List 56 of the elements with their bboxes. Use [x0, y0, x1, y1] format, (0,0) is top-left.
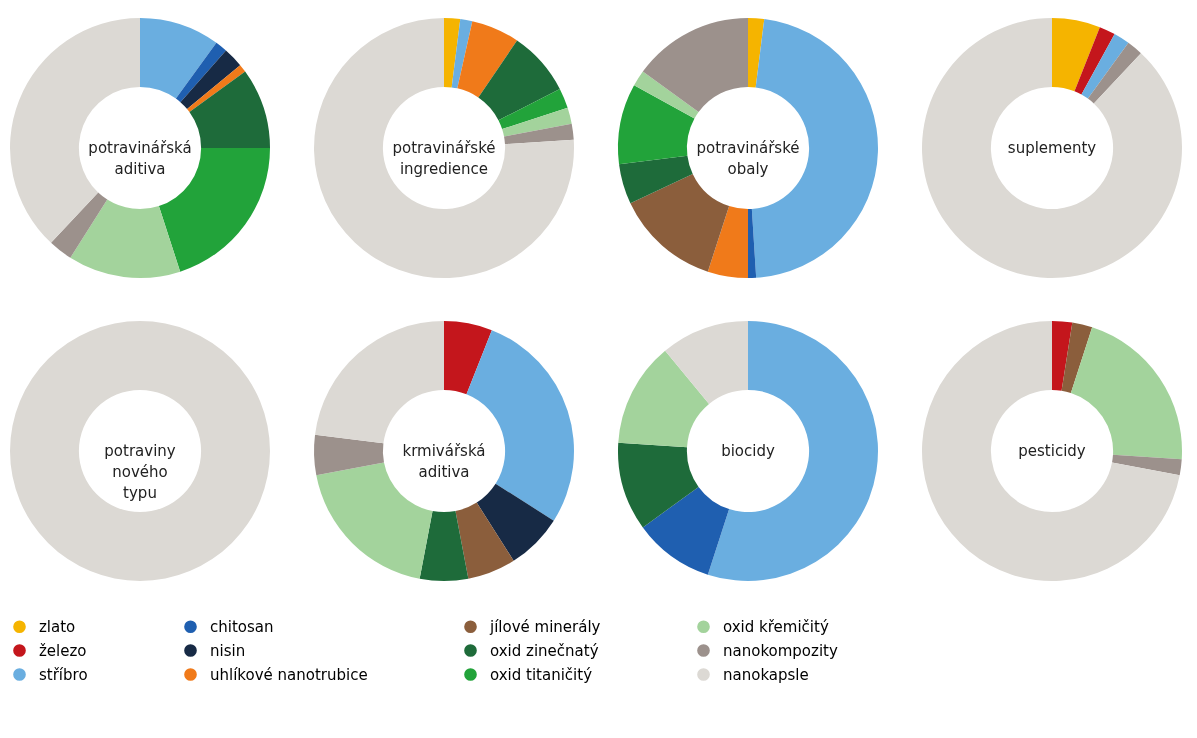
donut-slice — [1052, 321, 1073, 391]
donut-slice — [922, 321, 1180, 581]
donut-slice — [451, 19, 473, 89]
text: potravinářské ingredience — [392, 139, 496, 178]
text: potravinářské obaly — [696, 139, 800, 178]
donut-slice — [1112, 454, 1182, 476]
donut-slice — [1074, 27, 1115, 95]
donut-slice — [618, 350, 710, 448]
donut-slice — [1061, 322, 1093, 393]
donut-slice — [419, 511, 469, 581]
legend-label: oxid titaničitý — [490, 665, 593, 684]
donut-slice — [314, 18, 574, 278]
legend-label: nanokompozity — [723, 641, 838, 660]
legend-label: jílové minerály — [489, 617, 601, 636]
donut-slice — [314, 434, 384, 476]
donut-slice — [707, 321, 878, 581]
donut-slice — [498, 88, 568, 130]
donut-slice — [444, 321, 492, 395]
donut-slice — [707, 206, 748, 278]
legend-label: nisin — [210, 641, 246, 660]
donut-slice — [642, 18, 748, 113]
donut-slice — [748, 208, 757, 278]
donut-slice — [444, 18, 461, 88]
donut-slice — [315, 321, 444, 444]
legend-label: oxid křemičitý — [723, 617, 829, 636]
donut-slice — [618, 442, 699, 528]
donut-slice — [630, 174, 730, 272]
legend-label: stříbro — [39, 665, 88, 684]
donut-slice — [618, 85, 695, 165]
donut-slice — [478, 40, 560, 121]
donut-slice — [634, 71, 699, 119]
text: potravinářská aditiva — [88, 139, 192, 178]
legend-label: železo — [39, 641, 87, 660]
legend-label: chitosan — [210, 617, 274, 636]
donut-slice — [1081, 34, 1129, 99]
donut-slice — [1052, 18, 1100, 92]
text: pesticidy — [1018, 442, 1086, 460]
text: potraviny nového typu — [104, 442, 176, 502]
legend-label: oxid zinečnatý — [490, 641, 599, 660]
donut-slice — [455, 502, 514, 579]
donut-slice — [922, 18, 1182, 278]
donut-slice — [748, 18, 765, 88]
legend-label: uhlíkové nanotrubice — [210, 665, 368, 684]
donut-slice — [665, 321, 748, 404]
donut-slice — [502, 107, 572, 137]
donut-slice — [457, 21, 518, 98]
legend-label: zlato — [39, 617, 76, 636]
donut-slice — [619, 155, 693, 204]
text: suplementy — [1007, 139, 1097, 157]
donut-slice — [642, 486, 730, 575]
donut-slice — [1087, 42, 1141, 104]
donut-slice — [476, 483, 554, 561]
legend-label: nanokapsle — [723, 665, 809, 684]
donut-slice — [504, 123, 574, 145]
text: krmivářská aditiva — [402, 442, 486, 481]
text: biocidy — [721, 442, 775, 460]
